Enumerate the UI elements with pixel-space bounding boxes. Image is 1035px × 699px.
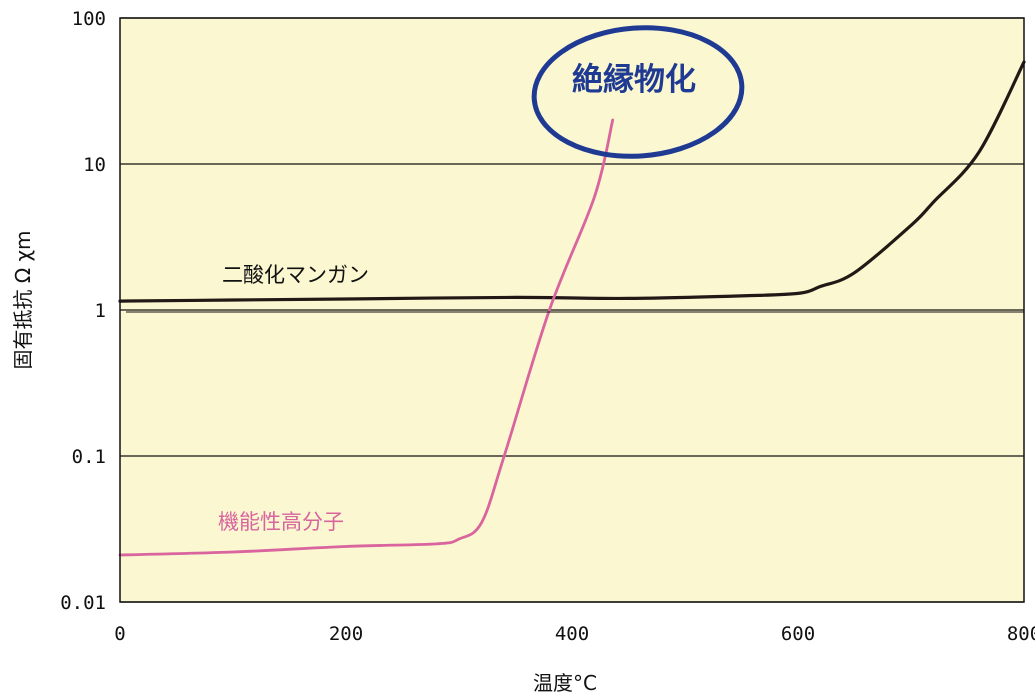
series-layer (118, 60, 1026, 557)
callout-insulation-label: 絶縁物化 (572, 62, 696, 98)
y-tick-label: 0.1 (72, 446, 106, 468)
callout-ellipse (531, 25, 745, 159)
x-tick-label: 400 (555, 623, 589, 645)
y-axis-title: 固有抵抗 Ω χm (11, 230, 35, 369)
y-tick-label: 1 (95, 300, 106, 322)
x-tick-labels: 0 200 400 600 800 (114, 623, 1035, 645)
series-line-manganese-dioxide (118, 60, 1026, 303)
x-axis-title: 温度°C (533, 671, 597, 695)
x-tick-label: 200 (329, 623, 363, 645)
series-label-conductive-polymer: 機能性高分子 (218, 510, 344, 534)
y-tick-label: 0.01 (60, 592, 106, 614)
plot-frame (119, 17, 1025, 603)
x-tick-label: 800 (1007, 623, 1035, 645)
x-tick-label: 600 (781, 623, 815, 645)
series-label-manganese-dioxide: 二酸化マンガン (222, 263, 369, 287)
x-tick-label: 0 (114, 623, 125, 645)
series-line-conductive-polymer (118, 118, 615, 557)
y-tick-label: 100 (72, 8, 106, 30)
y-tick-labels: 0.01 0.1 1 10 100 (60, 8, 106, 614)
y-tick-label: 10 (83, 154, 106, 176)
